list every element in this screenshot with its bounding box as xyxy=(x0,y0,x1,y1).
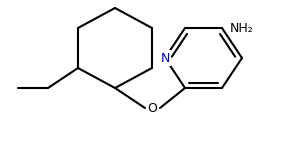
Text: N: N xyxy=(160,51,170,65)
Text: O: O xyxy=(147,102,157,115)
Text: NH₂: NH₂ xyxy=(230,21,254,35)
